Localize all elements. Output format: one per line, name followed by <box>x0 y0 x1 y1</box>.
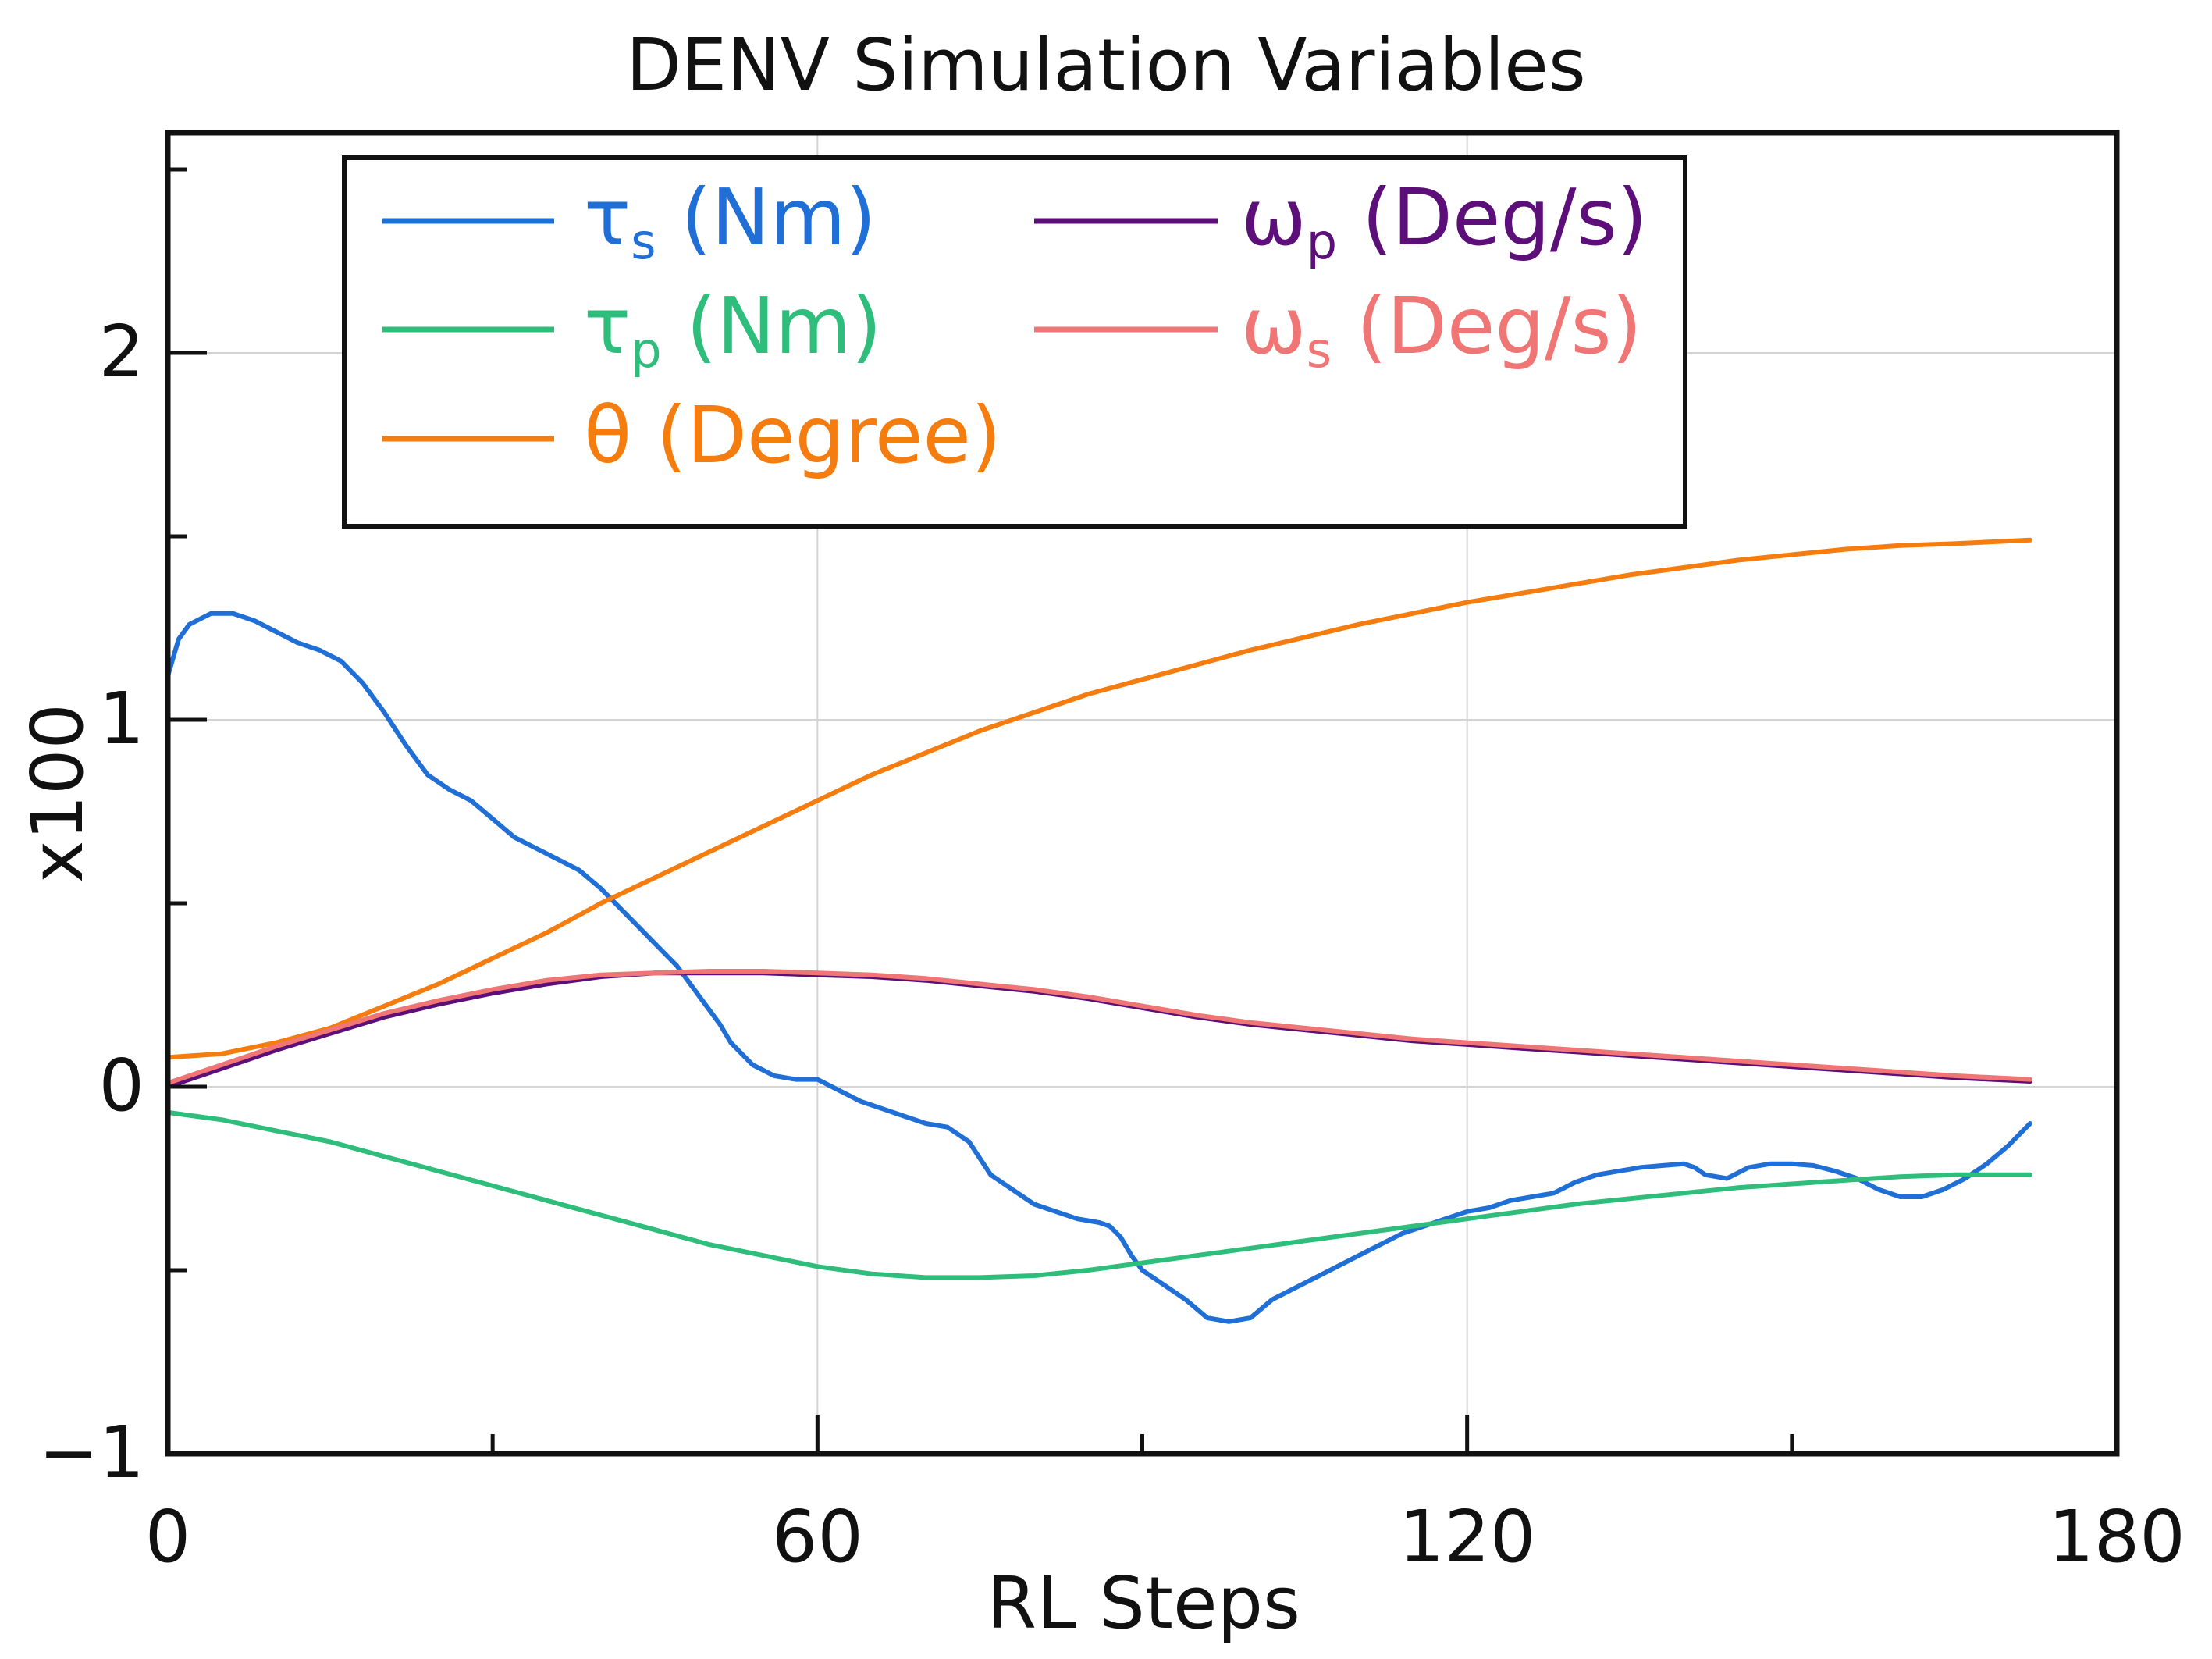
y-axis-label: x100 <box>16 703 99 883</box>
plot-series <box>165 537 2032 1324</box>
axis-ticks <box>165 167 2119 1456</box>
x-tick-label: 120 <box>1399 1495 1536 1579</box>
series-line-3c9p <box>165 970 2032 1089</box>
series-line-3c4p <box>165 1109 2032 1280</box>
x-tick-label: 60 <box>772 1495 863 1579</box>
x-axis-label: RL Steps <box>987 1561 1300 1645</box>
y-tick-label: −1 <box>38 1411 144 1494</box>
legend-entry-label: ωp (Deg/s) <box>1241 172 1648 270</box>
chart-title: DENV Simulation Variables <box>626 23 1586 107</box>
y-tick-label: 0 <box>98 1044 144 1127</box>
legend-entry-label: ωs (Deg/s) <box>1241 280 1642 379</box>
y-tick-label: 2 <box>98 310 144 393</box>
legend-entry-label: τp (Nm) <box>584 280 882 379</box>
legend-entry-label: τs (Nm) <box>584 172 877 270</box>
y-tick-label: 1 <box>98 677 144 760</box>
series-line-3b8 <box>165 537 2032 1060</box>
x-tick-label: 0 <box>145 1495 191 1579</box>
series-line-3c9s <box>165 969 2032 1086</box>
x-tick-label: 180 <box>2048 1495 2185 1579</box>
legend: τs (Nm) ωp (Deg/s) τp (Nm) ωs (Deg/s) θ (Deg… <box>342 155 1687 529</box>
series-line-3c4s <box>165 611 2032 1324</box>
legend-box <box>342 155 1687 529</box>
legend-entry-label: θ (Degree) <box>584 390 1001 481</box>
